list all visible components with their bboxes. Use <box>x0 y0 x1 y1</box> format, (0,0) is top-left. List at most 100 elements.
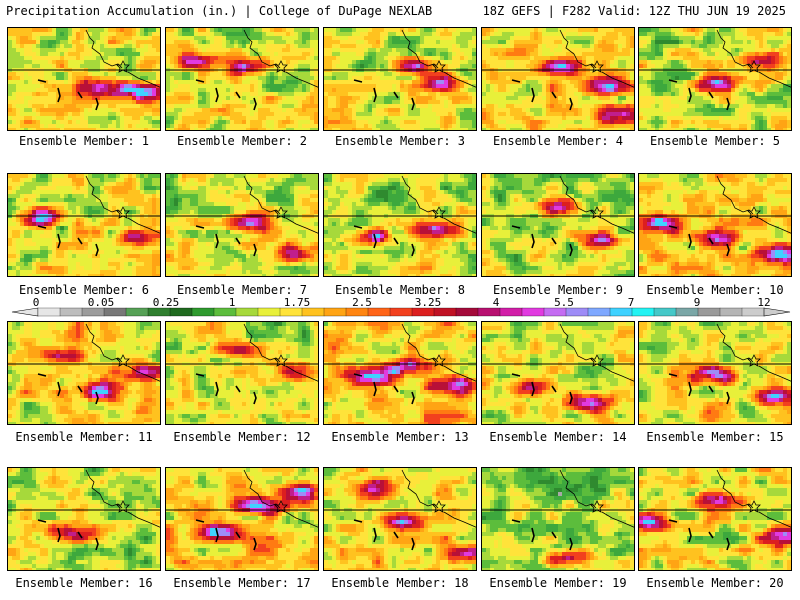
city-marker-icon <box>432 354 446 367</box>
city-marker-icon <box>590 354 604 367</box>
lake-outlines <box>353 373 415 405</box>
precip-field-map <box>482 28 634 130</box>
coastline-outline <box>85 469 160 528</box>
coastline-outline <box>716 469 791 528</box>
colorbar-swatch <box>389 307 413 317</box>
ensemble-panel-16 <box>7 467 161 571</box>
ensemble-panel-12 <box>165 321 319 425</box>
colorbar-min-arrow <box>11 307 39 317</box>
ensemble-member-label: Ensemble Member: 16 <box>5 576 163 590</box>
ensemble-member-label: Ensemble Member: 6 <box>5 283 163 297</box>
city-marker-icon <box>116 206 130 219</box>
coastline-outline <box>401 29 476 88</box>
lake-outlines <box>37 225 99 257</box>
precip-field-map <box>639 28 791 130</box>
ensemble-member-label: Ensemble Member: 19 <box>479 576 637 590</box>
precip-field-map <box>482 468 634 570</box>
city-marker-icon <box>432 60 446 73</box>
run-valid-time: 18Z GEFS | F282 Valid: 12Z THU JUN 19 20… <box>483 4 786 18</box>
lake-outlines <box>353 225 415 257</box>
lake-outlines <box>511 225 573 257</box>
coastline-outline <box>243 323 318 382</box>
coastline-outline <box>85 29 160 88</box>
city-marker-icon <box>590 500 604 513</box>
lake-outlines <box>668 519 730 551</box>
city-marker-icon <box>747 206 761 219</box>
colorbar-swatch <box>279 307 303 317</box>
lake-outlines <box>353 519 415 551</box>
colorbar-swatch <box>169 307 193 317</box>
colorbar-swatch <box>587 307 611 317</box>
precip-field-map <box>639 322 791 424</box>
precip-field-map <box>482 322 634 424</box>
colorbar-swatch <box>191 307 215 317</box>
ensemble-panel-15 <box>638 321 792 425</box>
coastline-outline <box>559 323 634 382</box>
ensemble-panel-9 <box>481 173 635 277</box>
colorbar-swatch <box>697 307 721 317</box>
coastline-outline <box>716 323 791 382</box>
colorbar-tick-label: 4 <box>493 296 500 309</box>
city-marker-icon <box>274 500 288 513</box>
colorbar-swatch <box>103 307 127 317</box>
colorbar-swatch <box>235 307 259 317</box>
colorbar-swatch <box>609 307 633 317</box>
ensemble-member-label: Ensemble Member: 15 <box>636 430 794 444</box>
lake-outlines <box>668 79 730 111</box>
colorbar-swatch <box>81 307 105 317</box>
precip-field-map <box>324 322 476 424</box>
colorbar-tick-label: 0.05 <box>88 296 115 309</box>
ensemble-member-label: Ensemble Member: 1 <box>5 134 163 148</box>
ensemble-panel-17 <box>165 467 319 571</box>
colorbar-swatch <box>411 307 435 317</box>
precip-field-map <box>166 322 318 424</box>
ensemble-panel-2 <box>165 27 319 131</box>
coastline-outline <box>559 175 634 234</box>
city-marker-icon <box>116 60 130 73</box>
precip-field-map <box>639 174 791 276</box>
city-marker-icon <box>274 354 288 367</box>
colorbar-tick-label: 7 <box>628 296 635 309</box>
ensemble-member-label: Ensemble Member: 12 <box>163 430 321 444</box>
colorbar-swatch <box>433 307 457 317</box>
ensemble-panel-10 <box>638 173 792 277</box>
colorbar-swatch <box>477 307 501 317</box>
coastline-outline <box>85 323 160 382</box>
ensemble-panel-5 <box>638 27 792 131</box>
colorbar-swatch <box>147 307 171 317</box>
colorbar-swatch <box>345 307 369 317</box>
precip-field-map <box>8 322 160 424</box>
colorbar-swatch <box>37 307 61 317</box>
colorbar-tick-label: 2.5 <box>352 296 372 309</box>
coastline-outline <box>243 29 318 88</box>
precipitation-colorbar <box>11 307 791 317</box>
city-marker-icon <box>116 354 130 367</box>
coastline-outline <box>401 323 476 382</box>
coastline-outline <box>243 469 318 528</box>
lake-outlines <box>195 79 257 111</box>
ensemble-member-label: Ensemble Member: 8 <box>321 283 479 297</box>
colorbar-swatch <box>543 307 567 317</box>
precip-field-map <box>8 174 160 276</box>
colorbar-swatch <box>719 307 743 317</box>
colorbar-tick-label: 3.25 <box>415 296 442 309</box>
lake-outlines <box>37 519 99 551</box>
colorbar-swatch <box>675 307 699 317</box>
city-marker-icon <box>432 500 446 513</box>
city-marker-icon <box>432 206 446 219</box>
ensemble-panel-19 <box>481 467 635 571</box>
colorbar-tick-label: 12 <box>757 296 770 309</box>
lake-outlines <box>195 225 257 257</box>
ensemble-member-label: Ensemble Member: 4 <box>479 134 637 148</box>
ensemble-panel-6 <box>7 173 161 277</box>
ensemble-member-label: Ensemble Member: 13 <box>321 430 479 444</box>
lake-outlines <box>195 519 257 551</box>
colorbar-swatch <box>323 307 347 317</box>
colorbar-tick-label: 1 <box>229 296 236 309</box>
colorbar-tick-label: 9 <box>694 296 701 309</box>
colorbar-swatch <box>125 307 149 317</box>
ensemble-member-label: Ensemble Member: 17 <box>163 576 321 590</box>
city-marker-icon <box>747 500 761 513</box>
city-marker-icon <box>116 500 130 513</box>
city-marker-icon <box>747 60 761 73</box>
